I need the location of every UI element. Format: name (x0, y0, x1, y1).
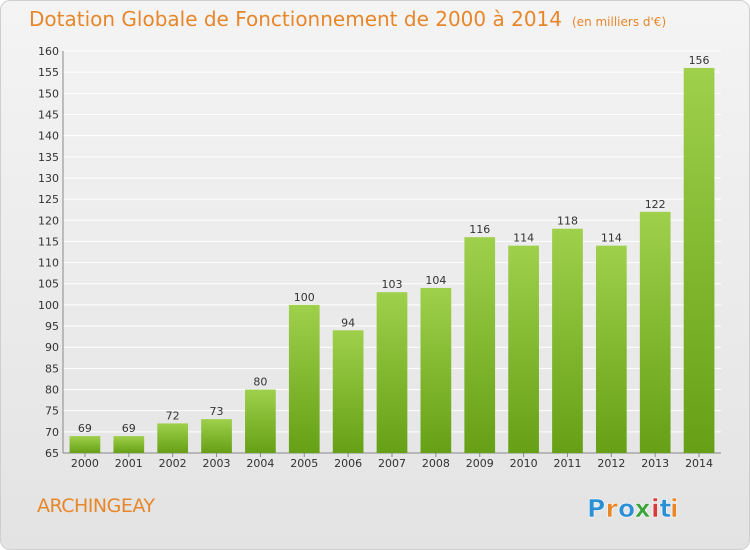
y-tick-label: 70 (45, 426, 59, 439)
value-label-2005: 100 (294, 291, 315, 304)
value-label-2006: 94 (341, 316, 355, 329)
y-tick-label: 105 (38, 278, 59, 291)
value-label-2001: 69 (122, 422, 136, 435)
logo-letter: i (670, 494, 679, 523)
bar-2010 (508, 245, 539, 453)
logo-letter: t (660, 494, 672, 523)
x-tick-label-2009: 2009 (466, 457, 494, 470)
y-tick-label: 155 (38, 66, 59, 79)
value-label-2000: 69 (78, 422, 92, 435)
logo-letter: i (651, 494, 660, 523)
logo-letter: r (606, 494, 619, 523)
x-tick-label-2001: 2001 (115, 457, 143, 470)
y-tick-label: 65 (45, 447, 59, 460)
x-tick-label-2007: 2007 (378, 457, 406, 470)
value-label-2013: 122 (645, 198, 666, 211)
y-tick-label: 75 (45, 405, 59, 418)
bar-2002 (157, 423, 189, 453)
x-tick-label-2014: 2014 (685, 457, 713, 470)
logo-letter: P (587, 494, 605, 523)
y-tick-label: 125 (38, 193, 59, 206)
value-label-2004: 80 (253, 376, 267, 389)
x-tick-label-2010: 2010 (510, 457, 538, 470)
y-tick-label: 120 (38, 214, 59, 227)
value-label-2010: 114 (513, 232, 534, 245)
x-tick-label-2002: 2002 (159, 457, 187, 470)
commune-name: ARCHINGEAY (37, 495, 155, 517)
bar-2004 (245, 389, 276, 453)
y-tick-label: 80 (45, 384, 59, 397)
bar-2014 (683, 67, 715, 453)
value-label-2002: 72 (166, 409, 180, 422)
value-label-2011: 118 (557, 215, 578, 228)
bar-2007 (376, 292, 408, 453)
y-tick-label: 100 (38, 299, 59, 312)
x-tick-label-2000: 2000 (71, 457, 99, 470)
value-label-2012: 114 (601, 232, 622, 245)
x-tick-label-2004: 2004 (246, 457, 274, 470)
x-tick-label-2006: 2006 (334, 457, 362, 470)
logo-letter: o (618, 494, 635, 523)
x-tick-label-2011: 2011 (553, 457, 581, 470)
y-tick-label: 145 (38, 108, 59, 121)
y-tick-label: 160 (38, 45, 59, 58)
value-label-2014: 156 (689, 54, 710, 67)
y-tick-label: 140 (38, 130, 59, 143)
x-tick-label-2008: 2008 (422, 457, 450, 470)
value-label-2007: 103 (382, 278, 403, 291)
bar-2005 (288, 304, 320, 453)
bar-2012 (595, 245, 627, 453)
chart-title-text: Dotation Globale de Fonctionnement de 20… (29, 7, 562, 31)
chart-title: Dotation Globale de Fonctionnement de 20… (29, 7, 666, 31)
y-tick-label: 110 (38, 257, 59, 270)
logo-letter: x (635, 494, 651, 523)
bar-2000 (69, 436, 101, 453)
value-label-2009: 116 (469, 223, 490, 236)
bar-2009 (464, 237, 496, 453)
bar-2006 (332, 330, 364, 453)
x-tick-label-2003: 2003 (203, 457, 231, 470)
y-tick-label: 150 (38, 87, 59, 100)
bar-2013 (639, 211, 671, 453)
value-label-2003: 73 (210, 405, 224, 418)
value-label-2008: 104 (425, 274, 446, 287)
y-tick-label: 115 (38, 235, 59, 248)
y-tick-label: 95 (45, 320, 59, 333)
bar-2008 (420, 287, 452, 453)
y-tick-label: 85 (45, 362, 59, 375)
bar-2001 (113, 436, 145, 453)
x-tick-label-2005: 2005 (290, 457, 318, 470)
chart-subtitle: (en milliers d'€) (572, 15, 667, 29)
y-tick-label: 130 (38, 172, 59, 185)
y-tick-label: 135 (38, 151, 59, 164)
bar-2003 (201, 419, 232, 453)
y-tick-label: 90 (45, 341, 59, 354)
bar-2011 (552, 228, 583, 453)
x-tick-label-2013: 2013 (641, 457, 669, 470)
x-tick-label-2012: 2012 (597, 457, 625, 470)
